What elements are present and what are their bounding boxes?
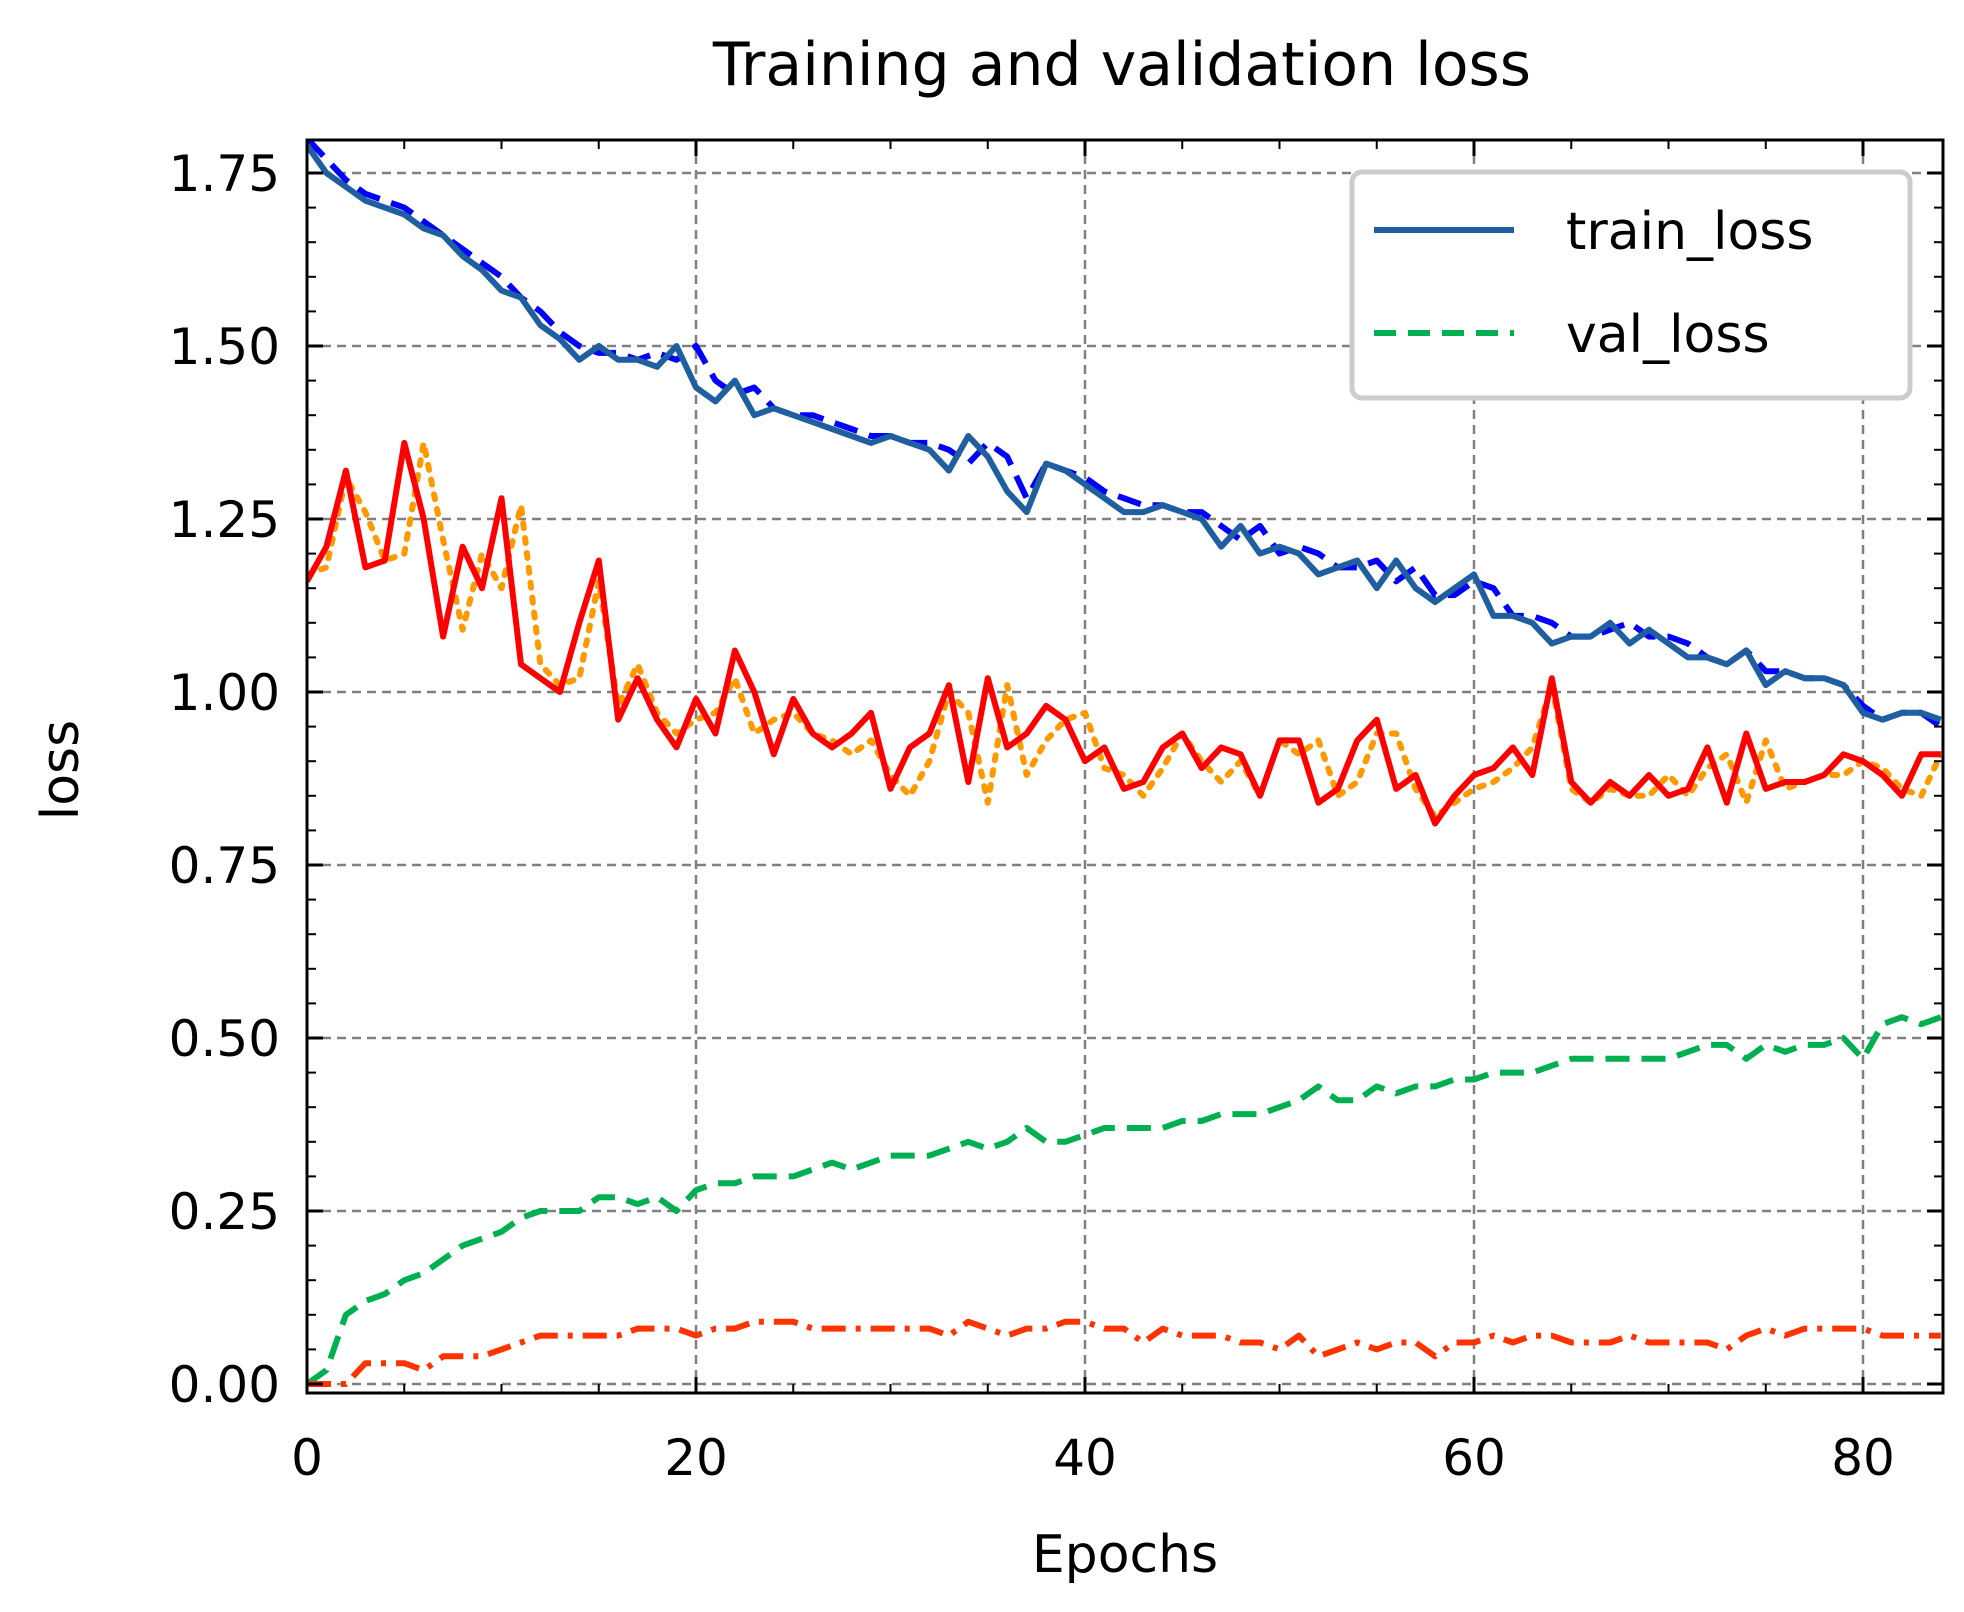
plot-frame [305,138,1945,1395]
y-tick-label: 1.00 [169,664,280,722]
series-line-unlabeled-3 [307,439,1941,827]
x-axis-title: Epochs [1032,1525,1218,1585]
x-tick-label: 20 [664,1429,728,1487]
series-layer [307,140,1943,1387]
y-tick-label: 1.25 [169,491,280,549]
series-line-unlabeled-2 [307,140,1943,730]
x-tick-label: 60 [1442,1429,1506,1487]
series-line-train-loss [307,143,1942,723]
y-axis-title: loss [31,720,91,820]
series-line-unlabeled-5 [307,1318,1941,1387]
y-tick-label: 0.75 [169,837,280,895]
legend-label-val-loss: val_loss [1566,305,1770,365]
y-tick-label: 0.25 [169,1183,280,1241]
legend: train_loss val_loss [1349,169,1913,401]
x-tick-label: 40 [1053,1429,1117,1487]
y-tick-label: 0.50 [169,1010,280,1068]
x-tick-label: 80 [1831,1429,1895,1487]
series-line-unlabeled-4 [307,439,1943,820]
chart-title: Training and validation loss [712,30,1531,100]
x-tick-label: 0 [291,1429,323,1487]
y-tick-label: 1.75 [169,145,280,203]
series-line-val-loss [307,1014,1942,1387]
tick-labels: 0 20 40 60 80 0.00 0.25 0.50 0.75 1.00 1.25 1.50 1.7… [169,145,1895,1487]
y-tick-label: 1.50 [169,318,280,376]
legend-label-train-loss: train_loss [1566,202,1813,262]
y-tick-label: 0.00 [169,1356,280,1414]
